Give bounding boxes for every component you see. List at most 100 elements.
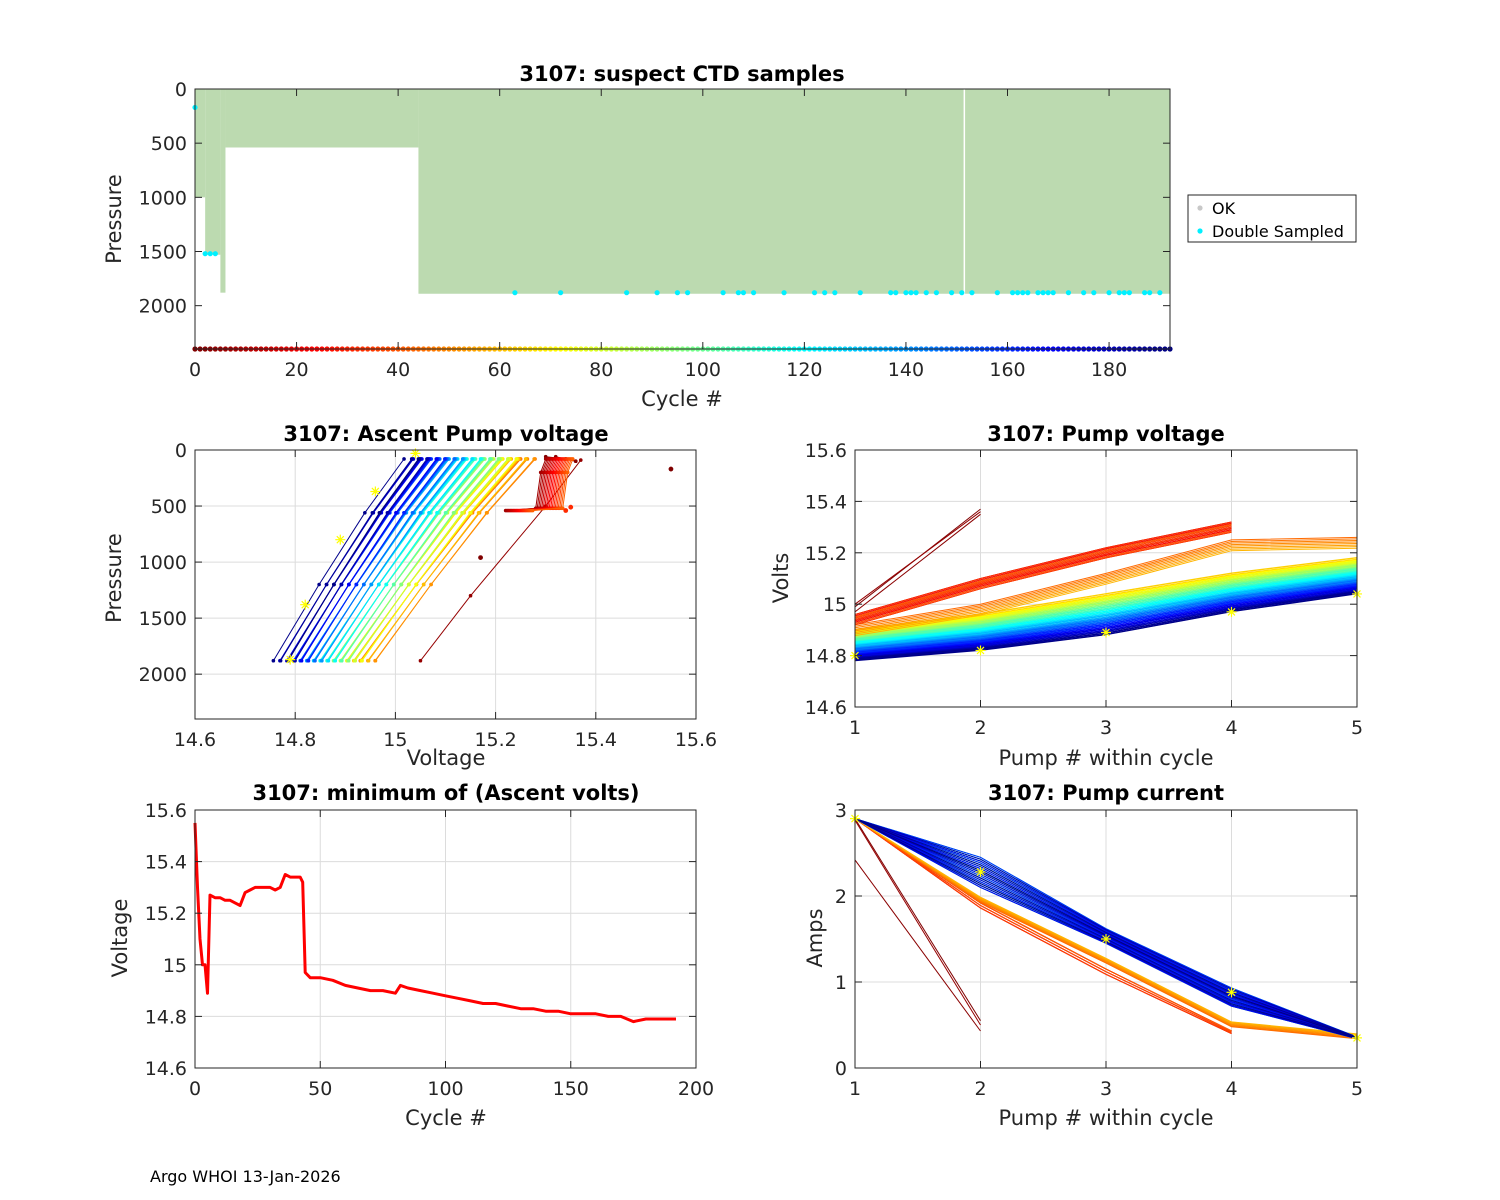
ascent-outlier-point xyxy=(563,508,569,513)
ascent-sample-point xyxy=(506,457,510,461)
pump-voltage-cycle-line xyxy=(854,579,1358,650)
y-tick-label: 2 xyxy=(835,886,847,908)
pump-current-cycle-line xyxy=(854,818,1358,1038)
pump-voltage-cycle-line xyxy=(854,578,1358,649)
legend: OK Double Sampled xyxy=(1187,194,1357,243)
x-tick-label: 5 xyxy=(1351,717,1363,739)
pump-voltage-y-label: Volts xyxy=(769,553,793,604)
ascent-profile-line xyxy=(272,458,405,661)
y-tick-label: 14.6 xyxy=(805,697,847,719)
pump-current-cycle-line xyxy=(854,818,1358,1038)
ascent-sample-point xyxy=(410,510,415,515)
double-sampled-point xyxy=(1009,290,1016,296)
ascent-sample-point xyxy=(425,457,429,461)
double-sampled-point xyxy=(207,251,213,257)
double-sampled-point xyxy=(1106,290,1112,296)
ascent-sample-point xyxy=(384,582,388,587)
ascent-sample-point xyxy=(354,582,358,587)
ascent-sample-point xyxy=(418,510,423,515)
pump-current-cycle-line xyxy=(854,818,1232,1035)
pump-current-star-marker xyxy=(1101,934,1111,944)
ascent-sample-point xyxy=(478,457,483,461)
x-tick-label: 4 xyxy=(1225,1078,1237,1100)
pump-voltage-cycle-line xyxy=(854,525,1232,619)
pump-voltage-cycle-line xyxy=(854,572,1358,643)
pump-voltage-early-line xyxy=(854,511,981,605)
pump-current-star-marker xyxy=(975,866,986,877)
x-tick-label: 3 xyxy=(1100,717,1112,739)
x-tick-label: 180 xyxy=(1091,359,1127,381)
double-sampled-point xyxy=(735,290,741,296)
ascent-sample-point xyxy=(324,582,329,587)
x-tick-label: 120 xyxy=(786,359,822,381)
pump-voltage-star-marker xyxy=(1226,606,1237,617)
ascent-chart-title: 3107: Ascent Pump voltage xyxy=(283,422,608,446)
double-sampled-point xyxy=(1025,290,1031,296)
x-tick-label: 15 xyxy=(383,729,407,751)
ascent-sample-point xyxy=(306,658,311,663)
pump-voltage-cycle-line xyxy=(854,531,1232,626)
double-sampled-point xyxy=(720,290,726,296)
y-tick-label: 14.8 xyxy=(805,646,847,668)
ascent-sample-point xyxy=(421,582,426,587)
ascent-sample-point xyxy=(443,457,447,461)
double-sampled-point xyxy=(684,290,691,296)
double-sampled-point xyxy=(949,290,955,296)
ascent-star-marker xyxy=(285,654,296,665)
ascent-sample-point xyxy=(406,582,411,587)
ascent-sample-point xyxy=(468,510,472,515)
ok-samples-band xyxy=(205,89,221,255)
x-tick-label: 15.4 xyxy=(575,729,617,751)
ascent-sample-point xyxy=(299,658,304,663)
ascent-sample-point xyxy=(346,658,351,663)
ascent-star-marker xyxy=(410,448,421,459)
ascent-sample-point xyxy=(429,582,433,587)
y-tick-label: 1500 xyxy=(139,608,187,630)
x-tick-label: 3 xyxy=(1100,1078,1112,1100)
ascent-profile-line xyxy=(287,458,419,661)
ascent-sample-point xyxy=(476,510,481,515)
ascent-sample-point xyxy=(385,510,390,515)
y-tick-label: 1000 xyxy=(139,187,187,209)
y-tick-label: 15 xyxy=(163,955,187,977)
double-sampled-point xyxy=(558,290,564,296)
pump-voltage-cycle-line xyxy=(854,536,1358,626)
y-tick-label: 1000 xyxy=(139,552,187,574)
ascent-sample-point xyxy=(326,658,331,663)
pump-voltage-cycle-line xyxy=(854,576,1358,647)
ascent-profile-line xyxy=(301,458,437,661)
x-tick-label: 50 xyxy=(308,1078,332,1100)
double-sampled-point xyxy=(624,290,630,296)
ok-samples-band xyxy=(225,89,419,148)
ascent-sample-point xyxy=(376,582,381,587)
ascent-sample-point xyxy=(496,457,501,461)
double-sampled-point xyxy=(1045,290,1051,296)
x-tick-label: 0 xyxy=(189,359,201,381)
pump-voltage-cycle-line xyxy=(854,522,1232,617)
ascent-sample-point xyxy=(460,457,465,461)
ascent-profile-line xyxy=(348,458,499,661)
pump-voltage-cycle-line xyxy=(854,527,1232,622)
axes-frame xyxy=(194,449,697,720)
ascent-sample-point xyxy=(391,582,396,587)
y-tick-label: 15.4 xyxy=(805,491,847,513)
pump-current-cycle-line xyxy=(854,818,1358,1035)
x-tick-label: 140 xyxy=(888,359,924,381)
y-tick-label: 2000 xyxy=(139,664,187,686)
double-sampled-point xyxy=(1116,290,1122,296)
ascent-sample-point xyxy=(565,470,570,475)
plot-area xyxy=(195,450,696,719)
pump-voltage-x-label: Pump # within cycle xyxy=(999,746,1214,770)
ascent-sample-point xyxy=(377,510,382,515)
pump-current-cycle-line xyxy=(854,818,1358,1038)
x-tick-label: 4 xyxy=(1225,717,1237,739)
y-tick-label: 0 xyxy=(835,1058,847,1080)
ascent-y-label: Pressure xyxy=(102,533,126,623)
double-sampled-point xyxy=(512,290,518,296)
ascent-profile-line xyxy=(321,458,464,661)
ascent-sample-point xyxy=(394,510,398,515)
pump-voltage-cycle-line xyxy=(854,573,1358,645)
ascent-sample-point xyxy=(414,582,418,587)
ascent-sample-point xyxy=(353,658,358,663)
ascent-sample-point xyxy=(418,658,423,663)
